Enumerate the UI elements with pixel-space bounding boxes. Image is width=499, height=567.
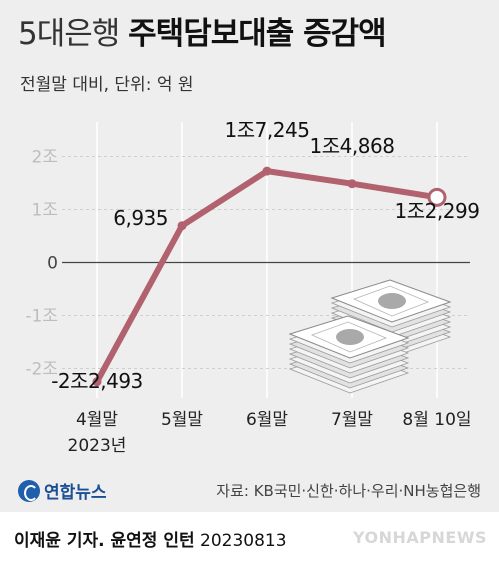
x-tick-label: 8월 10일 [402,410,471,430]
y-axis: 2조 1조 0 -1조 -2조 [25,148,470,380]
data-point [262,166,272,176]
y-tick-label: -1조 [25,307,58,327]
banknote-border [352,285,430,317]
y-tick-label: 0 [47,254,58,274]
data-label: 1조7,245 [225,118,310,142]
banknote-border [310,321,388,353]
page-title: 5대은행 주택담보대출 증감액 [18,8,387,53]
x-tick-label: 6월말 [246,410,288,430]
title-bold: 주택담보대출 증감액 [128,16,386,52]
y-tick-label: -2조 [25,360,58,380]
chart-panel: 5대은행 주택담보대출 증감액 전월말 대비, 단위: 억 원 2조 1조 0 -1조… [0,0,499,512]
data-label: 1조2,299 [395,199,480,223]
y-tick-label: 2조 [32,148,58,168]
x-axis: 4월말 2023년 5월말 6월말 7월말 8월 10일 [68,410,472,456]
money-stack-illustration [288,279,452,394]
source-note: 자료: KB국민·신한·하나·우리·NH농협은행 [216,482,481,500]
yonhap-logo: 연합뉴스 [18,478,107,503]
subtitle: 전월말 대비, 단위: 억 원 [20,75,194,95]
credit-date: 20230813 [200,531,287,551]
data-label: -2조2,493 [51,369,143,393]
x-tick-label: 7월말 [331,410,373,430]
data-label: 1조4,868 [310,134,395,158]
banknote-portrait [378,293,406,309]
x-tick-label: 5월말 [161,410,203,430]
credit-line: 이재윤 기자. 윤연정 인턴 20230813 [14,526,287,551]
credit-author: 이재윤 기자. 윤연정 인턴 [14,531,195,551]
data-point [177,221,187,231]
watermark: YONHAPNEWS [353,528,487,547]
title-light: 5대은행 [18,16,120,52]
data-label: 6,935 [113,206,168,230]
x-tick-label: 4월말 [76,410,118,430]
yonhap-logo-icon [18,479,40,502]
x-tick-label: 2023년 [68,436,127,456]
banknote-portrait [336,329,364,345]
logo-text: 연합뉴스 [44,483,107,503]
data-point [347,179,357,189]
y-tick-label: 1조 [32,201,58,221]
data-point [427,187,447,207]
data-point [92,377,102,387]
